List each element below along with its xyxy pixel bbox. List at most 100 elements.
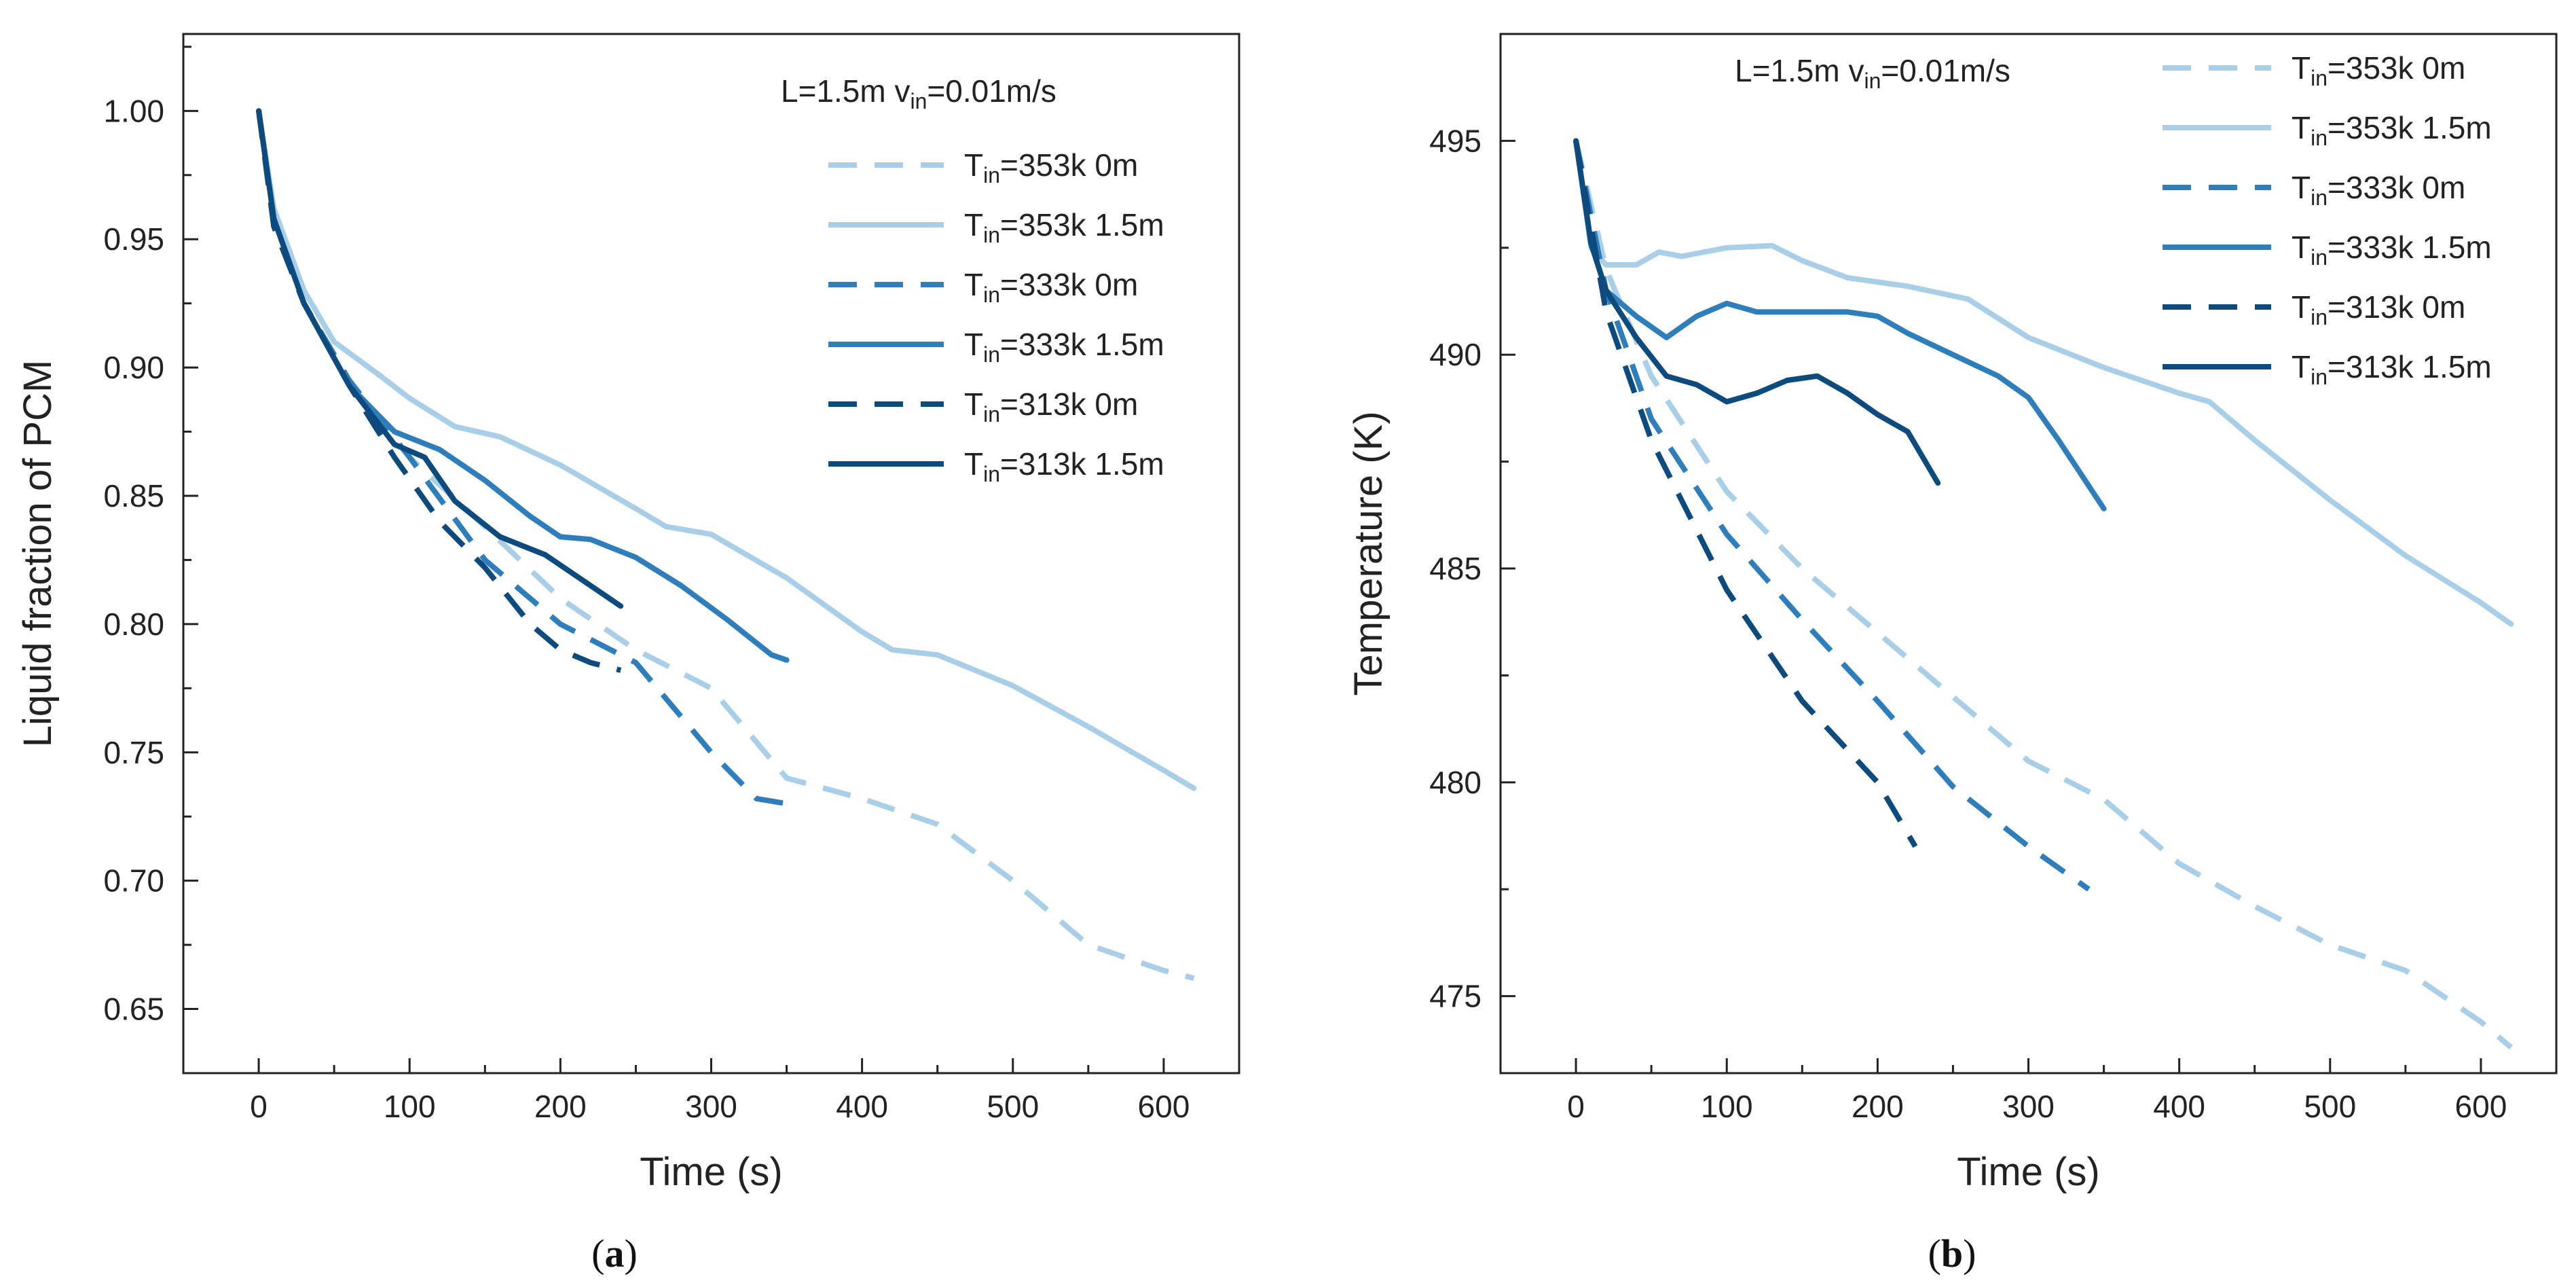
annotation-prefix: L=1.5m v <box>781 73 910 109</box>
series-line-3 <box>256 108 790 663</box>
series-line-5 <box>1573 138 1941 486</box>
legend-label-sub: in <box>2311 185 2327 210</box>
panel-label-letter: a <box>605 1231 625 1276</box>
legend-label-4: Tin=313k 0m <box>2292 289 2465 329</box>
legend-label-main: T <box>964 207 983 242</box>
legend-label-main: T <box>964 327 983 362</box>
legend-label-sub: in <box>2311 305 2327 329</box>
legend-label-rest: =313k 0m <box>1000 386 1138 422</box>
panel-label-close: ) <box>1963 1231 1976 1276</box>
legend-label-sub: in <box>2311 365 2327 389</box>
legend-label-main: T <box>2292 289 2311 325</box>
y-tick-label: 0.70 <box>103 863 164 899</box>
legend-label-3: Tin=333k 1.5m <box>2292 230 2492 270</box>
legend-label-2: Tin=333k 0m <box>2292 170 2465 210</box>
legend-label-rest: =313k 0m <box>2327 289 2465 325</box>
panel-label: (b) <box>1928 1231 1976 1276</box>
y-tick-label: 0.95 <box>103 221 164 257</box>
y-tick-label: 485 <box>1429 551 1482 586</box>
legend-label-rest: =333k 0m <box>1000 267 1138 302</box>
legend-label-0: Tin=353k 0m <box>2292 50 2465 90</box>
y-tick-label: 0.85 <box>103 478 164 513</box>
legend-label-main: T <box>2292 170 2311 205</box>
panel-label: (a) <box>591 1231 638 1276</box>
panel-label-close: ) <box>625 1231 638 1276</box>
x-axis-title: Time (s) <box>1957 1150 2099 1194</box>
legend-label-main: T <box>2292 110 2311 145</box>
legend-label-2: Tin=333k 0m <box>964 267 1138 307</box>
legend-label-sub: in <box>983 342 1000 367</box>
y-tick-label: 490 <box>1429 337 1482 372</box>
legend-label-rest: =313k 1.5m <box>1000 446 1164 482</box>
y-axis-title: Temperature (K) <box>1346 411 1391 695</box>
legend-label-sub: in <box>2311 245 2327 270</box>
series-line-5 <box>256 108 624 609</box>
annotation-suffix: =0.01m/s <box>1881 53 2010 88</box>
legend-label-5: Tin=313k 1.5m <box>2292 349 2492 389</box>
legend-label-rest: =333k 0m <box>2327 170 2465 205</box>
plot-frame <box>182 33 1240 1074</box>
legend-label-main: T <box>2292 349 2311 384</box>
legend-label-5: Tin=313k 1.5m <box>964 446 1164 486</box>
y-axis-title: Liquid fraction of PCM <box>16 360 60 748</box>
legend-label-main: T <box>2292 230 2311 265</box>
x-tick-label: 500 <box>2304 1089 2356 1124</box>
legend-label-3: Tin=333k 1.5m <box>964 327 1164 367</box>
y-tick-label: 0.80 <box>103 607 164 642</box>
legend-label-1: Tin=353k 1.5m <box>2292 110 2492 150</box>
legend-label-0: Tin=353k 0m <box>964 147 1138 187</box>
legend-label-sub: in <box>983 402 1000 427</box>
series-line-2 <box>256 110 788 807</box>
legend-label-main: T <box>2292 50 2311 86</box>
annotation-suffix: =0.01m/s <box>927 73 1056 109</box>
legend-label-rest: =333k 1.5m <box>1000 327 1164 362</box>
annotation-sub: in <box>910 89 927 113</box>
series-line-3 <box>1573 138 2107 511</box>
y-tick-label: 0.75 <box>103 735 164 770</box>
y-tick-label: 475 <box>1429 979 1482 1014</box>
x-tick-label: 500 <box>987 1089 1039 1124</box>
legend-label-rest: =353k 1.5m <box>2327 110 2492 145</box>
chart-panel-a: 0 100 200 300 400 500 600 0.65 0.70 0.75 0.80 0.85 0… <box>16 33 1240 1276</box>
legend-label-rest: =353k 0m <box>1000 147 1138 183</box>
legend-label-main: T <box>964 267 983 302</box>
x-tick-label: 100 <box>384 1089 436 1124</box>
x-axis-title: Time (s) <box>640 1150 782 1194</box>
annotation-sub: in <box>1864 69 1881 93</box>
legend-label-main: T <box>964 446 983 482</box>
y-tick-label: 0.90 <box>103 350 164 385</box>
legend-label-sub: in <box>2311 66 2327 90</box>
legend-label-sub: in <box>983 223 1000 247</box>
legend-label-sub: in <box>983 163 1000 187</box>
legend-label-sub: in <box>983 283 1000 307</box>
series-line-1 <box>256 108 1197 791</box>
series-line-4 <box>256 110 622 673</box>
annotation-prefix: L=1.5m v <box>1735 53 1864 88</box>
series-line-1 <box>1573 138 2514 627</box>
x-tick-label: 600 <box>1138 1089 1190 1124</box>
legend-label-rest: =313k 1.5m <box>2327 349 2492 384</box>
annotation: L=1.5m vin=0.01m/s <box>1735 53 2010 93</box>
panel-label-open: ( <box>591 1231 604 1276</box>
legend-label-main: T <box>964 386 983 422</box>
legend-label-sub: in <box>983 462 1000 486</box>
x-tick-label: 200 <box>534 1089 587 1124</box>
annotation: L=1.5m vin=0.01m/s <box>781 73 1056 113</box>
x-tick-label: 300 <box>2002 1089 2055 1124</box>
x-tick-label: 100 <box>1701 1089 1753 1124</box>
legend-label-4: Tin=313k 0m <box>964 386 1138 427</box>
x-tick-label: 400 <box>836 1089 888 1124</box>
x-tick-label: 400 <box>2153 1089 2205 1124</box>
legend-label-main: T <box>964 147 983 183</box>
y-tick-label: 1.00 <box>103 93 164 128</box>
legend-label-sub: in <box>2311 126 2327 150</box>
legend-label-rest: =333k 1.5m <box>2327 230 2492 265</box>
series-line-4 <box>1573 140 1918 848</box>
legend-label-1: Tin=353k 1.5m <box>964 207 1164 247</box>
panel-label-open: ( <box>1928 1231 1941 1276</box>
series-line-2 <box>1573 140 2091 892</box>
chart-panel-b: 0 100 200 300 400 500 600 475 480 485 490 495 Time (… <box>1346 33 2558 1276</box>
